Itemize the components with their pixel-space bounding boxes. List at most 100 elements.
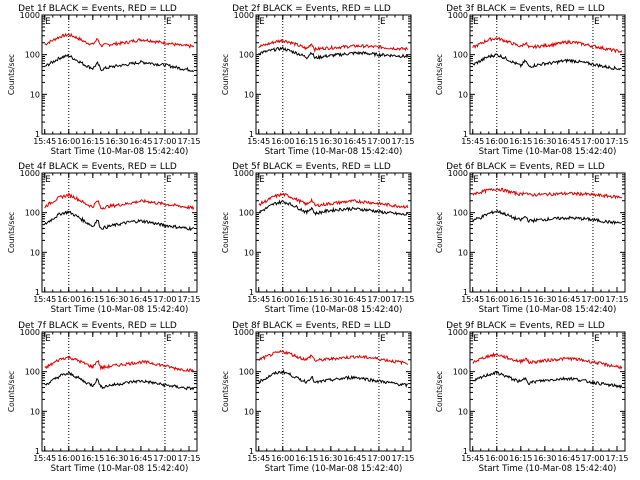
x-tick-label: 16:30 [533, 295, 556, 304]
y-tick-label: 1 [35, 447, 40, 456]
x-tick-label: 17:15 [605, 295, 628, 304]
x-tick-label: 16:00 [485, 454, 508, 463]
x-tick-label: 16:00 [271, 454, 294, 463]
marker-label: E [259, 175, 265, 185]
panel-det-7: Det 7f BLACK = Events, RED = LLD 1 10 100 10… [7, 321, 201, 474]
marker-label: E [166, 175, 172, 185]
plot-frame [255, 14, 412, 135]
x-tick-label: 16:15 [295, 454, 318, 463]
panel-title: Det 7f BLACK = Events, RED = LLD [18, 321, 177, 331]
y-tick-label: 1000 [234, 169, 254, 178]
panel-det-2: Det 2f BLACK = Events, RED = LLD 1 10 100 10… [221, 4, 415, 157]
panel-title: Det 1f BLACK = Events, RED = LLD [18, 4, 177, 14]
marker-label: E [594, 175, 600, 185]
panel-title: Det 8f BLACK = Events, RED = LLD [232, 321, 391, 331]
y-tick-label: 1 [463, 447, 468, 456]
x-tick-label: 17:00 [367, 295, 390, 304]
x-tick-label: 16:45 [343, 454, 366, 463]
series-lld-line [472, 351, 623, 370]
y-tick-label: 100 [239, 51, 254, 60]
y-tick-label: 1 [35, 288, 40, 297]
y-axis-label: Counts/sec [221, 212, 230, 253]
series-events-line [258, 199, 409, 216]
marker-label: E [380, 17, 386, 27]
y-axis-label: Counts/sec [221, 371, 230, 412]
series-events-line [472, 209, 623, 225]
x-tick-label: 17:15 [391, 137, 414, 146]
y-axis-label: Counts/sec [221, 54, 230, 95]
y-tick-label: 100 [453, 51, 468, 60]
y-tick-label: 1000 [234, 328, 254, 337]
x-tick-label: 16:00 [57, 137, 80, 146]
x-tick-label: 16:30 [319, 295, 342, 304]
x-axis-label: Start Time (10-Mar-08 15:42:40) [51, 147, 189, 157]
y-tick-label: 1 [463, 130, 468, 139]
y-tick-label: 100 [25, 51, 40, 60]
x-tick-label: 16:15 [81, 137, 104, 146]
y-axis-label: Counts/sec [7, 212, 16, 253]
marker-label: E [473, 17, 479, 27]
y-tick-label: 1 [35, 130, 40, 139]
y-tick-label: 100 [239, 209, 254, 218]
x-axis-label: Start Time (10-Mar-08 15:42:40) [51, 464, 189, 474]
series-events-line [258, 368, 409, 388]
marker-label: E [45, 334, 51, 344]
series-events-line [44, 53, 195, 73]
x-tick-label: 17:15 [605, 454, 628, 463]
y-tick-label: 1000 [448, 169, 468, 178]
panel-title: Det 2f BLACK = Events, RED = LLD [232, 4, 391, 14]
x-axis-label: Start Time (10-Mar-08 15:42:40) [51, 305, 189, 315]
x-tick-label: 15:45 [461, 454, 484, 463]
y-tick-label: 1 [463, 288, 468, 297]
x-tick-label: 17:15 [177, 295, 200, 304]
marker-label: E [259, 334, 265, 344]
series-events-line [44, 210, 195, 232]
x-tick-label: 16:45 [129, 137, 152, 146]
plot-frame [41, 172, 198, 293]
y-tick-label: 10 [30, 90, 40, 99]
x-tick-label: 15:45 [247, 295, 270, 304]
series-lld-line [44, 32, 195, 49]
y-tick-label: 1000 [20, 328, 40, 337]
x-tick-label: 16:00 [57, 295, 80, 304]
x-axis-label: Start Time (10-Mar-08 15:42:40) [479, 147, 617, 157]
marker-label: E [594, 17, 600, 27]
x-tick-label: 15:45 [33, 137, 56, 146]
x-tick-label: 16:30 [319, 137, 342, 146]
x-axis-label: Start Time (10-Mar-08 15:42:40) [265, 464, 403, 474]
x-tick-label: 16:15 [509, 454, 532, 463]
x-tick-label: 15:45 [33, 454, 56, 463]
x-tick-label: 17:00 [581, 454, 604, 463]
y-tick-label: 1000 [234, 11, 254, 20]
panel-det-6: Det 6f BLACK = Events, RED = LLD 1 10 100 10… [435, 162, 629, 315]
marker-label: E [45, 175, 51, 185]
x-tick-label: 15:45 [247, 137, 270, 146]
x-tick-label: 16:45 [129, 454, 152, 463]
x-tick-label: 16:30 [105, 454, 128, 463]
panel-det-9: Det 9f BLACK = Events, RED = LLD 1 10 100 10… [435, 321, 629, 474]
marker-label: E [259, 17, 265, 27]
panel-title: Det 4f BLACK = Events, RED = LLD [18, 162, 177, 172]
y-tick-label: 100 [25, 209, 40, 218]
y-tick-label: 10 [30, 407, 40, 416]
marker-label: E [380, 175, 386, 185]
marker-label: E [166, 334, 172, 344]
x-tick-label: 16:45 [129, 295, 152, 304]
x-tick-label: 16:15 [295, 295, 318, 304]
x-axis-label: Start Time (10-Mar-08 15:42:40) [265, 147, 403, 157]
series-events-line [44, 371, 195, 391]
x-tick-label: 17:00 [581, 295, 604, 304]
x-tick-label: 17:15 [177, 454, 200, 463]
y-axis-label: Counts/sec [435, 212, 444, 253]
plot-frame [469, 172, 626, 293]
series-lld-line [472, 187, 623, 200]
y-tick-label: 1000 [20, 169, 40, 178]
x-tick-label: 17:00 [367, 137, 390, 146]
x-tick-label: 17:15 [391, 295, 414, 304]
y-tick-label: 10 [458, 90, 468, 99]
y-tick-label: 100 [239, 368, 254, 377]
panel-det-8: Det 8f BLACK = Events, RED = LLD 1 10 100 10… [221, 321, 415, 474]
panel-det-1: Det 1f BLACK = Events, RED = LLD 1 10 100 10… [7, 4, 201, 157]
x-tick-label: 16:30 [533, 454, 556, 463]
